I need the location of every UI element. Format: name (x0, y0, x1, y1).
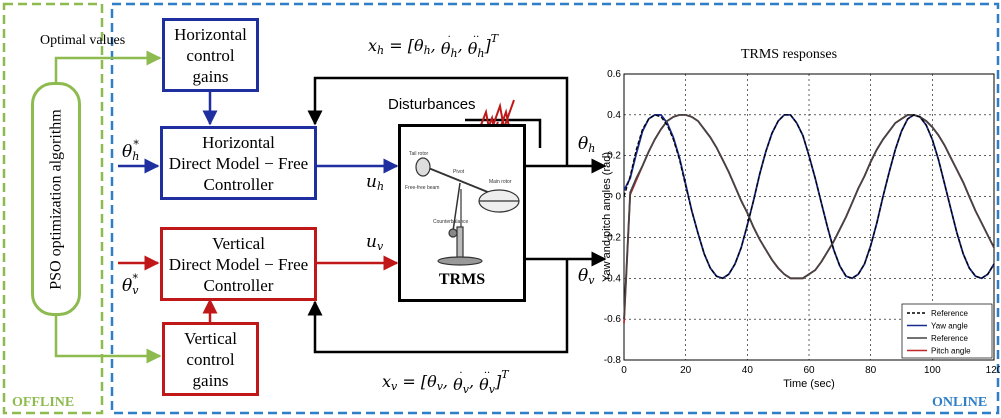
theta-v-label: θv (578, 266, 595, 287)
x-tick-label: 60 (803, 365, 815, 376)
main-rotor-label: Main rotor (489, 179, 512, 185)
v-controller-line: Vertical (212, 233, 265, 253)
offline-corner-label: OFFLINE (12, 395, 75, 410)
h-controller-line: Direct Model − Free (168, 153, 309, 173)
v-controller-line: Controller (203, 275, 274, 295)
optimal-values-arrow (54, 50, 162, 82)
y-tick-label: -0.2 (604, 232, 622, 243)
pivot-label: Pivot (453, 169, 465, 175)
x-tick-label: 20 (680, 365, 692, 376)
counterbalance-label: Counterbalance (433, 219, 469, 225)
y-tick-label: 0.2 (607, 151, 621, 162)
h-reference-label: θh* (122, 138, 140, 163)
vertical-controller-block: Vertical Direct Model − Free Controller (160, 227, 317, 301)
x-tick-label: 80 (865, 365, 877, 376)
v-controller-line: Direct Model − Free (168, 254, 309, 274)
disturbance-label: Disturbances (388, 96, 476, 113)
free-beam-label: Free-free beam (405, 185, 439, 191)
optimal-values-label: Optimal values (40, 33, 126, 48)
series-line (623, 114, 995, 280)
chart-title: TRMS responses (741, 47, 837, 62)
v-gains-line: Vertical (184, 328, 237, 348)
x-tick-label: 40 (742, 365, 754, 376)
trms-response-chart: 0 20 40 60 80 100 120 -0.8 -0.6 -0.4 -0.2 0 0.2 0.4 0.… (601, 47, 1000, 390)
tail-rotor-label: Tail rotor (409, 151, 429, 157)
online-region (110, 2, 1000, 415)
trms-plant-block: Tail rotor Pivot Main rotor Free-free be… (398, 124, 526, 302)
online-corner-label: ONLINE (932, 395, 988, 410)
v-feedback-loop (307, 259, 569, 354)
legend-item: Pitch angle (931, 347, 971, 356)
trms-sketch: Tail rotor Pivot Main rotor Free-free be… (405, 151, 520, 266)
x-axis-label: Time (sec) (783, 378, 835, 390)
h-state-vector: xh = [θh, · θh, ·· θh]T (368, 32, 499, 60)
y-tick-label: 0.6 (607, 69, 621, 80)
legend-item: Reference (931, 309, 968, 318)
vertical-gains-block: Vertical control gains (162, 322, 259, 396)
horizontal-controller-block: Horizontal Direct Model − Free Controlle… (160, 126, 317, 200)
disturbance-line (465, 118, 542, 148)
h-controller-line: Controller (203, 174, 274, 194)
h-controller-line: Horizontal (202, 132, 275, 152)
y-tick-label: -0.8 (604, 355, 622, 366)
y-tick-label: 0 (615, 192, 621, 203)
v-reference-label: θv* (122, 272, 139, 297)
pso-optimizer-label: PSO optimization algorithm (47, 108, 65, 290)
horizontal-gains-block: Horizontal control gains (162, 18, 259, 92)
legend-item: Yaw angle (931, 322, 968, 331)
vertical-gains-arrow (54, 316, 162, 364)
h-gains-line: gains (192, 66, 229, 86)
v-state-vector: xv = [θv, · θv, ·· θv]T (382, 368, 509, 396)
x-tick-label: 120 (986, 365, 1000, 376)
y-tick-label: -0.6 (604, 314, 622, 325)
legend-item: Reference (931, 334, 968, 343)
x-tick-label: 100 (924, 365, 941, 376)
h-gains-line: Horizontal (174, 24, 247, 44)
uv-label: uv (366, 232, 384, 253)
v-gains-line: control (186, 349, 235, 369)
x-tick-label: 0 (621, 365, 627, 376)
h-gains-line: control (186, 45, 235, 65)
y-tick-label: -0.4 (604, 273, 622, 284)
y-tick-label: 0.4 (607, 110, 621, 121)
pso-optimizer-block: PSO optimization algorithm (31, 82, 81, 316)
offline-region (2, 2, 104, 415)
h-feedback-loop (307, 76, 569, 166)
uh-label: uh (366, 172, 385, 193)
theta-h-label: θh (578, 134, 596, 155)
series-line (623, 114, 995, 320)
trms-label: TRMS (438, 271, 486, 288)
v-gains-line: gains (192, 370, 229, 390)
y-axis-label: Yaw and pitch angles (rad) (601, 152, 613, 282)
